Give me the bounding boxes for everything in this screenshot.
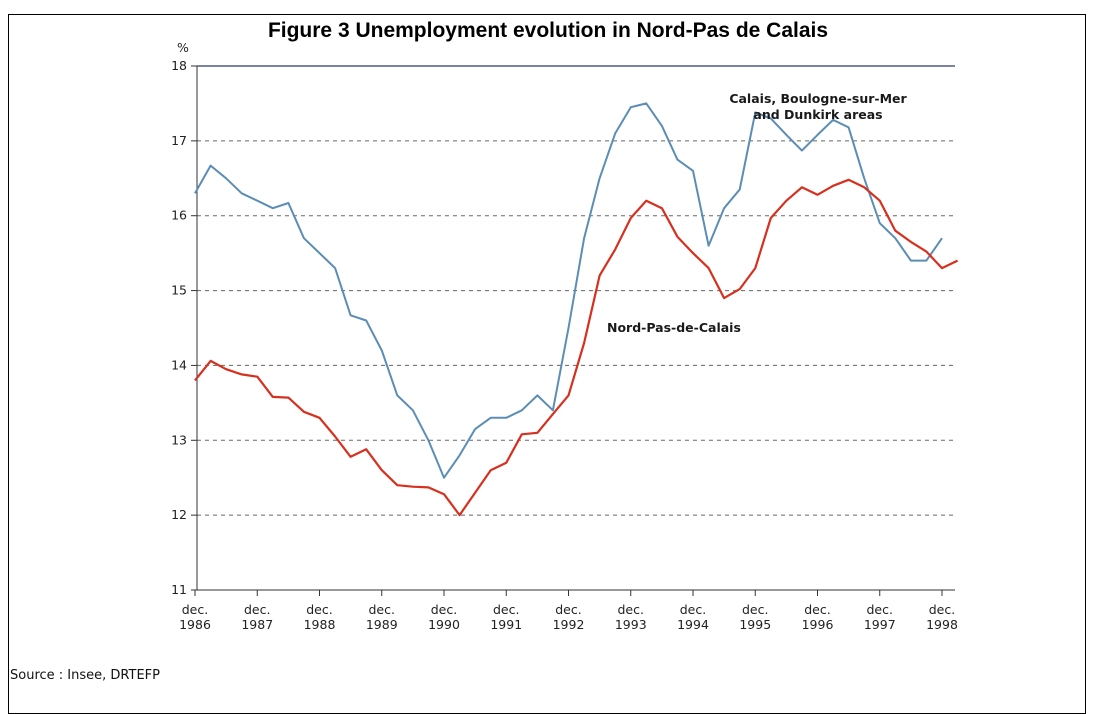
axes: 11 12 13 14 15 16 17 18% dec.1986 dec.1987 dec.198… <box>171 40 958 632</box>
y-tick-label: 17 <box>171 133 187 148</box>
series-lines <box>195 103 958 515</box>
x-tick-label: dec.1989 <box>366 602 398 632</box>
y-tick-label: 14 <box>171 357 187 372</box>
x-tick-label: dec.1994 <box>677 602 709 632</box>
y-tick-label: 16 <box>171 208 187 223</box>
series-line-2 <box>195 180 958 515</box>
source-note: Source : Insee, DRTEFP <box>10 668 160 683</box>
x-tick-label: dec.1993 <box>615 602 647 632</box>
x-tick-label: dec.1991 <box>490 602 522 632</box>
y-tick-label: 11 <box>171 582 187 597</box>
x-tick-label: dec.1996 <box>802 602 834 632</box>
x-tick-label: dec.1997 <box>864 602 896 632</box>
y-axis-unit: % <box>177 40 189 55</box>
y-tick-label: 12 <box>171 507 187 522</box>
x-tick-label: dec.1988 <box>304 602 336 632</box>
x-tick-label: dec.1987 <box>241 602 273 632</box>
y-tick-label: 13 <box>171 432 187 447</box>
x-tick-label: dec.1986 <box>179 602 211 632</box>
y-tick-label: 18 <box>171 58 187 73</box>
x-tick-label: dec.1995 <box>739 602 771 632</box>
x-tick-label: dec.1998 <box>926 602 958 632</box>
x-tick-label: dec.1990 <box>428 602 460 632</box>
y-tick-label: 15 <box>171 283 187 298</box>
line-chart: 11 12 13 14 15 16 17 18% dec.1986 dec.1987 dec.198… <box>0 0 1096 686</box>
series-label-2: Nord-Pas-de-Calais <box>607 320 741 335</box>
x-tick-label: dec.1992 <box>553 602 585 632</box>
